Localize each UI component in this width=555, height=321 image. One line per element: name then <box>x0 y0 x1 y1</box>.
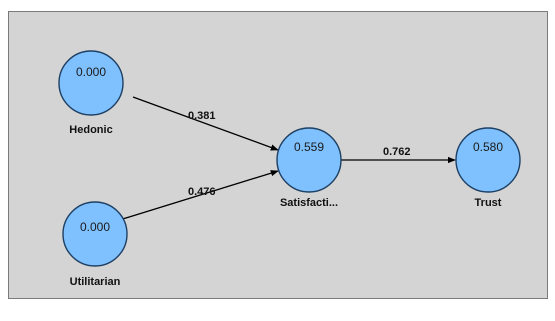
node-label: Satisfacti... <box>280 197 338 209</box>
model-canvas[interactable]: 0.381 0.476 0.762 0.000 Hedonic 0.000 Ut… <box>8 11 548 299</box>
node-hedonic[interactable]: 0.000 Hedonic <box>58 50 124 136</box>
r-squared-value: 0.000 <box>76 65 106 79</box>
latent-variable-circle[interactable] <box>62 201 128 267</box>
r-squared-value: 0.559 <box>294 140 324 154</box>
node-trust[interactable]: 0.580 Trust <box>455 127 521 209</box>
arrow-line[interactable] <box>132 96 279 151</box>
path-hedonic-satisfaction[interactable]: 0.381 <box>132 96 279 151</box>
node-label: Hedonic <box>69 124 112 136</box>
latent-variable-circle[interactable] <box>455 127 521 193</box>
r-squared-value: 0.580 <box>473 140 503 154</box>
latent-variable-circle[interactable] <box>58 50 124 116</box>
path-satisfaction-trust[interactable]: 0.762 <box>341 146 456 164</box>
arrow-line[interactable] <box>99 170 279 227</box>
path-utilitarian-satisfaction[interactable]: 0.476 <box>99 170 279 227</box>
path-coefficient-label: 0.381 <box>188 110 216 122</box>
node-label: Utilitarian <box>70 276 121 288</box>
node-satisfaction[interactable]: 0.559 Satisfacti... <box>276 127 342 209</box>
r-squared-value: 0.000 <box>80 220 110 234</box>
node-label: Trust <box>475 197 502 209</box>
path-model-diagram: 0.381 0.476 0.762 0.000 Hedonic 0.000 Ut… <box>58 50 521 288</box>
path-coefficient-label: 0.476 <box>188 186 216 198</box>
node-utilitarian[interactable]: 0.000 Utilitarian <box>62 201 128 288</box>
latent-variable-circle[interactable] <box>276 127 342 193</box>
path-coefficient-label: 0.762 <box>383 146 411 158</box>
